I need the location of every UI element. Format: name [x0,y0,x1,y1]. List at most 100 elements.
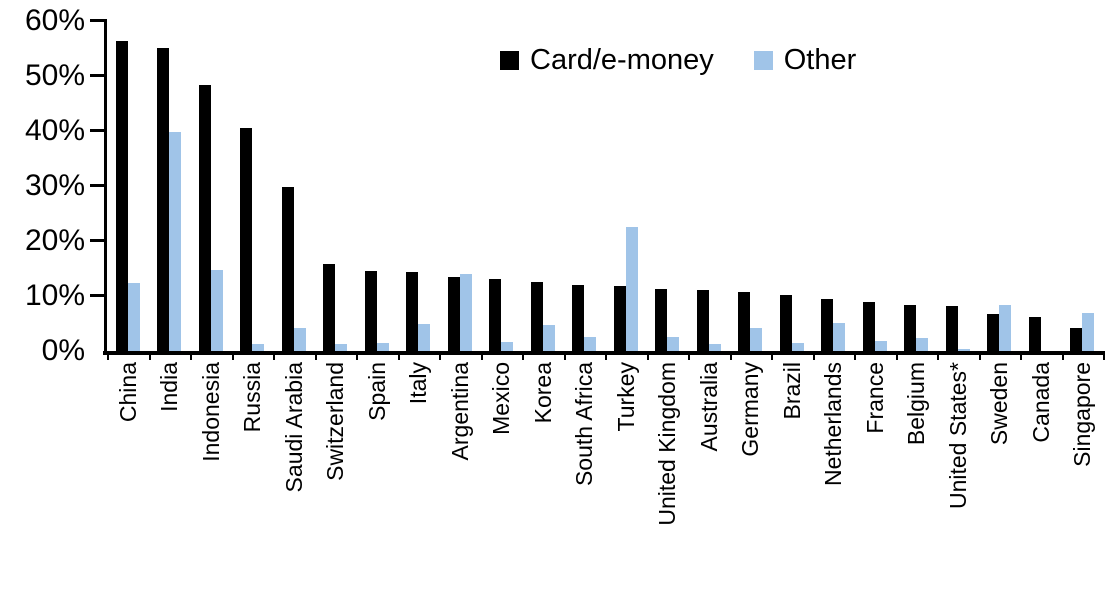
bar-card-e-money-belgium [904,305,916,351]
bar-other-spain [377,343,389,351]
bar-other-korea [543,325,555,351]
bar-other-united-states [958,349,970,351]
bar-card-e-money-singapore [1070,328,1082,351]
bar-other-brazil [792,343,804,351]
x-axis-tick [771,351,773,360]
x-axis-tick [688,351,690,360]
y-axis-label-60: 60% [24,4,85,37]
x-axis-tick [937,351,939,360]
x-axis-label-china: China [115,362,141,423]
bar-card-e-money-germany [738,292,750,351]
x-axis-tick [522,351,524,360]
bar-other-argentina [460,274,472,351]
bar-other-china [128,283,140,351]
y-axis-label-10: 10% [24,279,85,312]
bar-card-e-money-canada [1029,317,1041,351]
x-axis-label-south-africa: South Africa [571,362,597,487]
bar-other-turkey [626,227,638,351]
x-axis-tick [605,351,607,360]
bar-other-south-africa [584,337,596,351]
bar-other-belgium [916,338,928,351]
x-axis-line [103,351,1104,355]
x-axis-label-france: France [862,362,888,434]
bar-card-e-money-netherlands [821,299,833,351]
x-axis-label-turkey: Turkey [613,362,639,432]
y-axis-tick-30 [90,184,107,187]
x-axis-tick [896,351,898,360]
legend-entry-other: Other [753,42,857,78]
y-axis-label-50: 50% [24,59,85,92]
bar-card-e-money-saudi-arabia [282,187,294,351]
x-axis-tick [1103,351,1105,360]
x-axis-tick [813,351,815,360]
bar-other-india [169,132,181,351]
x-axis-label-korea: Korea [530,362,556,424]
bar-card-e-money-france [863,302,875,351]
x-axis-label-italy: Italy [405,362,431,405]
legend-label-card-e-money: Card/e-money [530,44,714,76]
x-axis-tick [564,351,566,360]
y-axis-tick-60 [90,19,107,22]
x-axis-tick [149,351,151,360]
x-axis-tick [1020,351,1022,360]
bar-card-e-money-russia [240,128,252,351]
legend-label-other: Other [783,44,857,76]
bar-other-germany [750,328,762,351]
bar-card-e-money-united-states [946,306,958,351]
x-axis-tick [107,351,109,360]
x-axis-tick [1062,351,1064,360]
bar-card-e-money-brazil [780,295,792,351]
bar-other-switzerland [335,344,347,351]
x-axis-label-australia: Australia [696,362,722,452]
x-axis-tick [647,351,649,360]
legend-swatch-other-icon [753,50,773,70]
bar-card-e-money-india [157,48,169,351]
bar-other-indonesia [211,270,223,351]
y-axis-label-0: 0% [41,334,85,367]
x-axis-label-argentina: Argentina [447,362,473,461]
bar-card-e-money-indonesia [199,85,211,351]
x-axis-label-india: India [156,362,182,412]
bar-card-e-money-australia [697,290,709,351]
y-axis-label-30: 30% [24,169,85,202]
x-axis-label-indonesia: Indonesia [198,362,224,462]
bar-other-netherlands [833,323,845,351]
x-axis-label-united-kingdom: United Kingdom [654,362,680,526]
bar-card-e-money-china [116,41,128,351]
x-axis-tick [854,351,856,360]
y-axis-label-40: 40% [24,114,85,147]
x-axis-label-sweden: Sweden [986,362,1012,446]
bar-card-e-money-argentina [448,277,460,351]
bar-other-australia [709,344,721,351]
y-axis-tick-10 [90,294,107,297]
x-axis-label-netherlands: Netherlands [820,362,846,487]
x-axis-label-brazil: Brazil [779,362,805,420]
x-axis-label-mexico: Mexico [488,362,514,435]
x-axis-tick [190,351,192,360]
x-axis-tick [979,351,981,360]
x-axis-label-saudi-arabia: Saudi Arabia [281,362,307,493]
bar-card-e-money-sweden [987,314,999,351]
bar-card-e-money-mexico [489,279,501,351]
x-axis-tick [356,351,358,360]
bar-other-united-kingdom [667,337,679,351]
x-axis-label-russia: Russia [239,362,265,433]
x-axis-tick [315,351,317,360]
bar-card-e-money-italy [406,272,418,351]
bar-other-saudi-arabia [294,328,306,351]
x-axis-label-switzerland: Switzerland [322,362,348,481]
x-axis-label-singapore: Singapore [1069,362,1095,467]
bar-other-italy [418,324,430,351]
y-axis-line [104,21,107,355]
bar-other-sweden [999,305,1011,351]
x-axis-tick [398,351,400,360]
x-axis-tick [439,351,441,360]
x-axis-tick [481,351,483,360]
bar-card-e-money-spain [365,271,377,351]
bar-other-mexico [501,342,513,351]
x-axis-label-germany: Germany [737,362,763,457]
y-axis-tick-40 [90,129,107,132]
x-axis-tick [232,351,234,360]
x-axis-label-canada: Canada [1028,362,1054,443]
